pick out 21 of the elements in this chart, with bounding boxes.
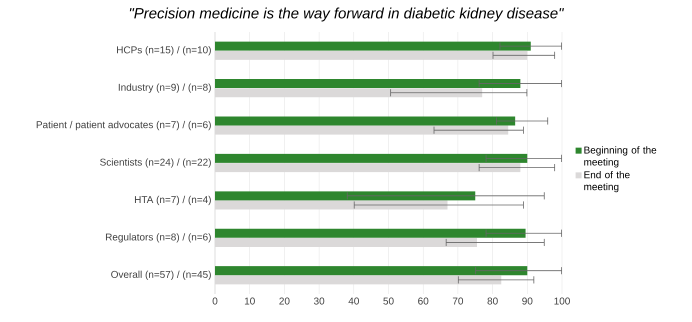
y-tick-label: Industry (n=9) / (n=8) (118, 84, 211, 93)
x-tick-label: 30 (314, 298, 324, 305)
legend-label: End of the meeting (584, 170, 630, 192)
x-tick-label: 70 (452, 298, 464, 305)
chart-title: "Precision medicine is the way forward in diabetic kidney disease" (130, 8, 564, 22)
x-tick-label: 0 (212, 298, 218, 305)
x-tick-label: 80 (488, 298, 498, 305)
x-tick-label: 50 (383, 298, 394, 305)
x-tick-label: 100 (554, 298, 570, 305)
y-tick-label: Overall (n=57) / (n=45) (111, 270, 211, 280)
x-tick-label: 20 (279, 298, 290, 305)
x-tick-label: 40 (348, 298, 359, 305)
y-tick-label: Scientists (n=24) / (n=22) (100, 158, 211, 168)
y-tick-label: Regulators (n=8) / (n=6) (106, 233, 211, 242)
legend-label: Beginning of the meeting (584, 146, 656, 168)
x-tick-label: 90 (522, 298, 532, 305)
x-tick-label: 10 (244, 298, 255, 305)
y-tick-label: HTA (n=7) / (n=4) (134, 196, 211, 206)
y-tick-label: HCPs (n=15) / (n=10) (117, 46, 211, 56)
y-tick-label: Patient / patient advocates (n=7) / (n=6) (36, 120, 211, 130)
x-tick-label: 60 (418, 298, 428, 305)
